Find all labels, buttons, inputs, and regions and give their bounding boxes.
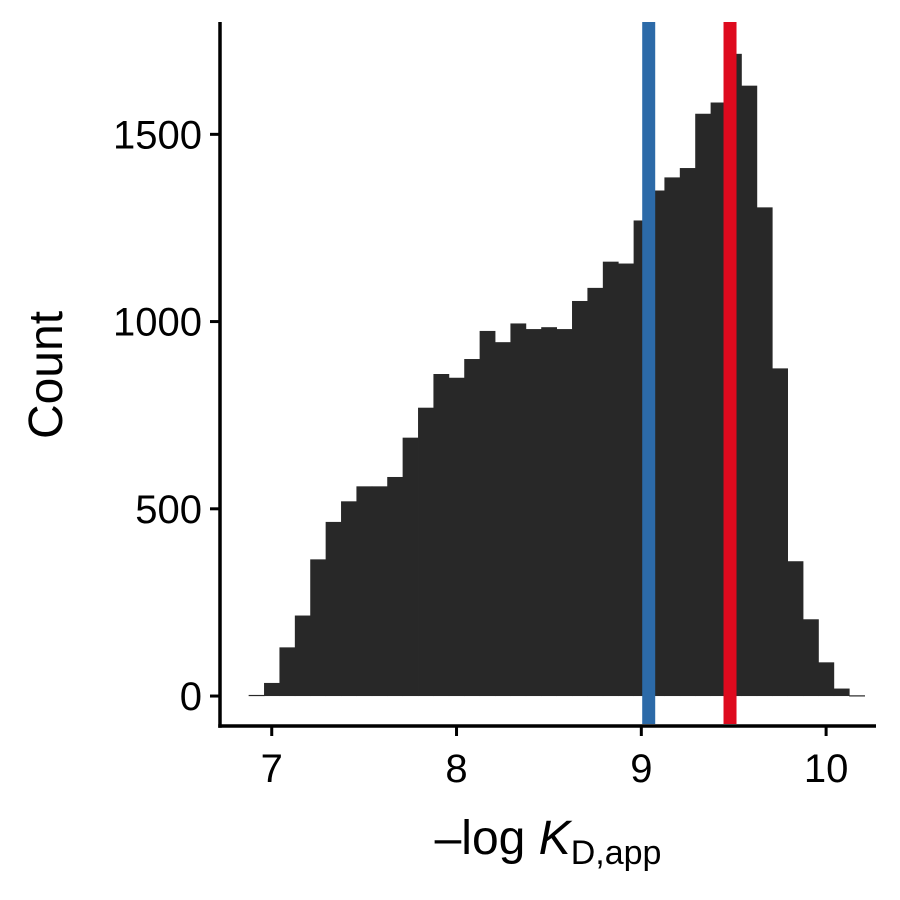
y-tick-label: 0 — [180, 675, 202, 719]
histogram-bar — [587, 287, 604, 697]
histogram-bar — [479, 330, 496, 697]
histogram-bar — [602, 261, 619, 697]
histogram-bar — [279, 647, 296, 697]
histogram-bar — [402, 437, 419, 697]
y-tick-label: 1500 — [113, 113, 202, 157]
histogram-bar — [371, 486, 388, 697]
histogram-bar — [818, 662, 835, 697]
histogram-bar — [695, 113, 712, 697]
x-axis-ticks: 7 8 9 10 — [261, 726, 849, 791]
histogram-bar — [418, 407, 434, 697]
histogram-bar — [803, 619, 819, 697]
histogram-bar — [679, 168, 696, 697]
histogram-bar — [448, 377, 465, 697]
histogram-bar — [264, 682, 280, 697]
histogram-bar — [710, 102, 727, 697]
histogram-bar — [464, 359, 481, 697]
histogram-bar — [741, 85, 758, 697]
x-axis-title-subscript: D,app — [571, 834, 662, 872]
histogram-bar — [787, 561, 804, 697]
histogram-bar — [572, 300, 588, 697]
histogram-bar — [433, 374, 450, 697]
y-axis-title: Count — [20, 311, 73, 439]
histogram-bar — [387, 476, 404, 697]
reference-lines — [642, 22, 737, 724]
histogram-bar — [341, 501, 357, 697]
histogram-bar — [556, 329, 573, 697]
x-axis-title-symbol: K — [539, 812, 573, 865]
histogram-bar — [772, 368, 788, 697]
x-tick-label: 7 — [261, 747, 283, 791]
y-tick-label: 500 — [135, 488, 202, 532]
histogram-bar — [510, 323, 527, 697]
x-axis-title: –log KD,app — [435, 812, 662, 872]
histogram-bar — [294, 615, 311, 697]
histogram-bar — [495, 342, 511, 697]
y-axis-ticks: 0 500 1000 1500 — [113, 113, 220, 719]
histogram-bar — [618, 263, 635, 697]
histogram-bar — [833, 688, 850, 697]
x-tick-label: 10 — [804, 747, 849, 791]
histogram-bar — [664, 177, 681, 697]
histogram-bar — [541, 327, 558, 697]
x-axis-title-prefix: –log — [435, 812, 539, 865]
x-tick-label: 9 — [630, 747, 652, 791]
histogram-bar — [525, 329, 542, 697]
histogram-bar — [756, 207, 773, 697]
histogram-bar — [325, 521, 342, 697]
histogram-bar — [356, 486, 373, 697]
histogram-bar — [248, 694, 265, 697]
y-tick-label: 1000 — [113, 301, 202, 345]
histogram-bars — [248, 53, 865, 697]
histogram-bar — [849, 695, 865, 697]
x-tick-label: 8 — [445, 747, 467, 791]
histogram-bar — [310, 559, 327, 697]
